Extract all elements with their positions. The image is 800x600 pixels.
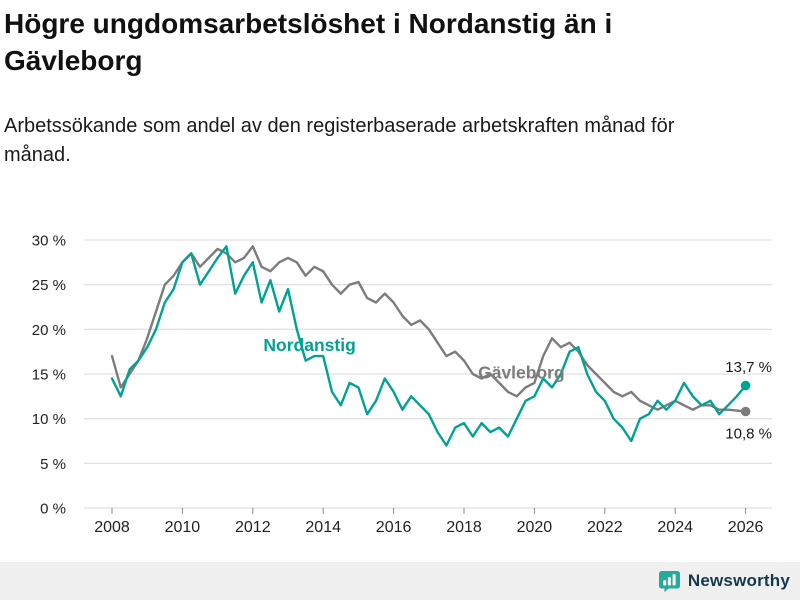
end-value-label: 10,8 % bbox=[725, 425, 772, 442]
line-chart: 0 % 5 % 10 % 15 % 20 % 25 % 30 % 2008 2010 2012 20… bbox=[32, 233, 772, 536]
series-end-dot-nordanstig bbox=[740, 380, 751, 391]
y-tick-label: 15 % bbox=[32, 367, 66, 384]
end-value-label: 13,7 % bbox=[725, 359, 772, 376]
newsworthy-logo-icon bbox=[658, 570, 680, 592]
x-tick-label: 2008 bbox=[94, 519, 130, 536]
brand-name: Newsworthy bbox=[687, 571, 790, 590]
x-tick-label: 2012 bbox=[235, 519, 271, 536]
series-line-nordanstig bbox=[110, 245, 747, 447]
y-tick-label: 20 % bbox=[32, 322, 66, 339]
x-tick-label: 2010 bbox=[165, 519, 201, 536]
y-tick-label: 25 % bbox=[32, 277, 66, 294]
page-title: Högre ungdomsarbetslöshet i Nordanstig ä… bbox=[4, 8, 613, 76]
x-tick-label: 2024 bbox=[657, 519, 693, 536]
x-tick-label: 2018 bbox=[446, 519, 482, 536]
brand-logo: Newsworthy bbox=[658, 570, 790, 593]
y-tick-label: 10 % bbox=[32, 411, 66, 428]
page-subtitle: Arbetssökande som andel av den registerb… bbox=[4, 115, 675, 166]
y-tick-label: 0 % bbox=[40, 501, 66, 518]
x-tick-label: 2016 bbox=[376, 519, 412, 536]
y-tick-label: 30 % bbox=[32, 233, 66, 250]
x-tick-label: 2022 bbox=[587, 519, 623, 536]
x-tick-label: 2020 bbox=[517, 519, 553, 536]
series-label-gvleborg: Gävleborg bbox=[478, 363, 565, 383]
series-line-gvleborg bbox=[110, 245, 747, 413]
y-tick-label: 5 % bbox=[40, 456, 66, 473]
x-tick-label: 2026 bbox=[728, 519, 764, 536]
series-end-dot-gvleborg bbox=[740, 406, 751, 417]
footer: Newsworthy bbox=[0, 562, 800, 600]
x-tick-label: 2014 bbox=[305, 519, 341, 536]
series-label-nordanstig: Nordanstig bbox=[263, 335, 355, 355]
